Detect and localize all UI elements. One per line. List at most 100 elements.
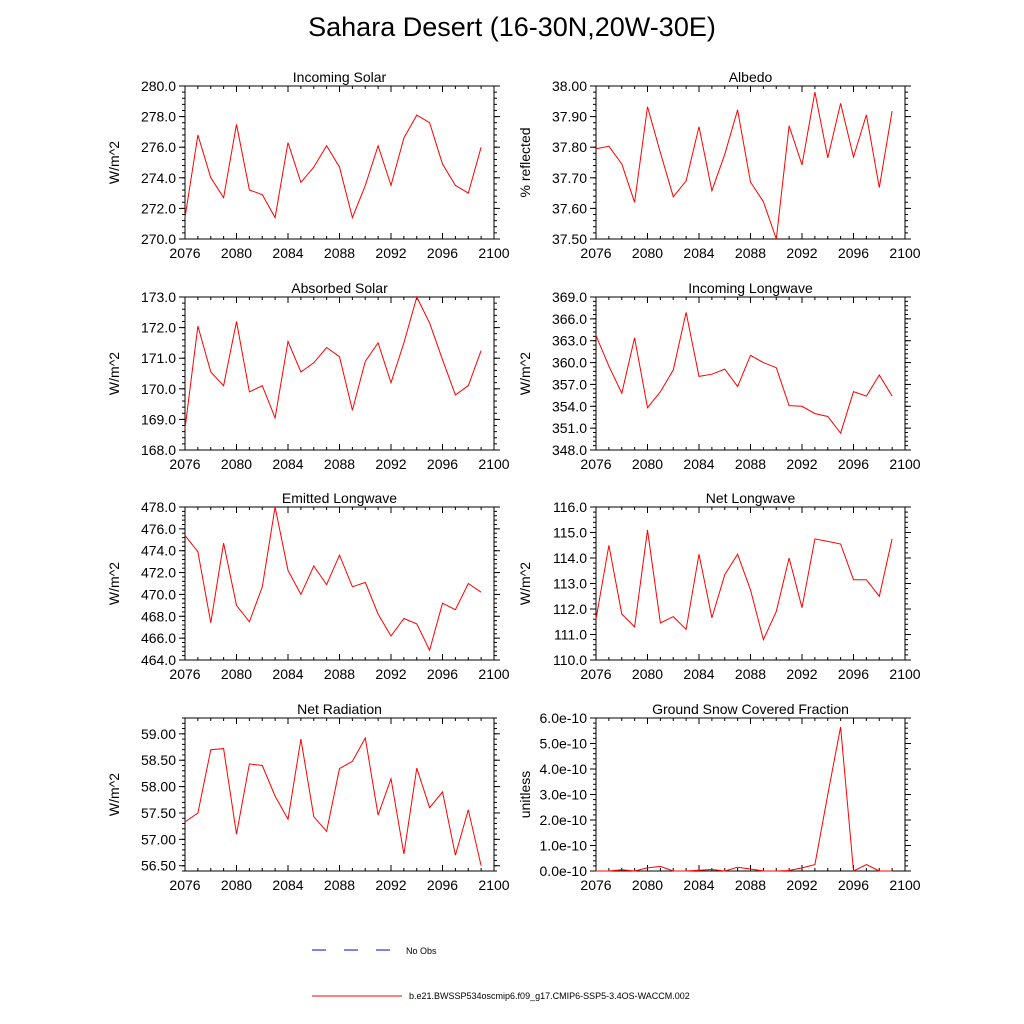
x-tick-label: 2092 — [375, 666, 406, 682]
panel-title: Net Radiation — [297, 701, 382, 717]
y-axis-label: W/m^2 — [106, 352, 122, 395]
series-line — [595, 92, 893, 240]
panel-title: Albedo — [729, 69, 773, 85]
y-tick-label: 6.0e-10 — [540, 710, 588, 726]
x-tick-label: 2092 — [375, 245, 406, 261]
x-tick-label: 2100 — [478, 245, 509, 261]
y-tick-label: 274.0 — [141, 170, 176, 186]
y-axis-label: W/m^2 — [106, 141, 122, 184]
x-tick-label: 2096 — [427, 877, 458, 893]
panel-title: Net Longwave — [706, 490, 796, 506]
y-tick-label: 111.0 — [554, 627, 587, 643]
x-tick-label: 2096 — [838, 877, 869, 893]
x-tick-label: 2084 — [272, 877, 303, 893]
panel-8: Ground Snow Covered Fraction unitless 2076… — [517, 701, 921, 893]
y-axis-label: W/m^2 — [106, 562, 122, 605]
x-tick-label: 2088 — [324, 877, 355, 893]
y-tick-label: 57.00 — [141, 831, 176, 847]
x-tick-label: 2100 — [478, 666, 509, 682]
panel-title: Incoming Solar — [293, 69, 387, 85]
x-tick-label: 2076 — [580, 666, 611, 682]
x-tick-label: 2088 — [324, 245, 355, 261]
y-tick-label: 57.50 — [141, 805, 176, 821]
x-tick-label: 2080 — [632, 245, 663, 261]
x-tick-label: 2076 — [169, 877, 200, 893]
series-line — [184, 506, 482, 652]
x-tick-label: 2096 — [838, 456, 869, 472]
series-line — [595, 529, 893, 642]
x-tick-label: 2080 — [632, 666, 663, 682]
y-tick-label: 272.0 — [141, 200, 176, 216]
series-line — [184, 295, 482, 429]
x-tick-label: 2076 — [169, 245, 200, 261]
legend-model-label: b.e21.BWSSP534oscmip6.f09_g17.CMIP6-SSP5… — [409, 991, 690, 1001]
x-tick-label: 2100 — [478, 877, 509, 893]
y-axis-label: % reflected — [517, 127, 533, 197]
y-tick-label: 115.0 — [553, 525, 587, 541]
y-tick-label: 357.0 — [552, 376, 587, 392]
y-axis-label: W/m^2 — [517, 562, 533, 605]
y-tick-label: 37.60 — [552, 200, 587, 216]
y-tick-label: 37.50 — [552, 231, 587, 247]
y-tick-label: 59.00 — [141, 726, 176, 742]
series-line — [596, 726, 893, 872]
x-tick-label: 2096 — [427, 456, 458, 472]
y-tick-label: 58.00 — [141, 779, 176, 795]
x-tick-label: 2084 — [272, 456, 303, 472]
panel-title: Ground Snow Covered Fraction — [652, 701, 849, 717]
x-tick-label: 2096 — [427, 245, 458, 261]
y-axis-label: unitless — [517, 771, 533, 818]
panel-title: Incoming Longwave — [688, 280, 813, 296]
y-tick-label: 5.0e-10 — [540, 736, 588, 752]
y-tick-label: 478.0 — [141, 499, 176, 515]
y-tick-label: 466.0 — [141, 630, 176, 646]
panel-4: Incoming Longwave W/m^2 2076 2080 2084 2088 20… — [517, 280, 921, 472]
x-tick-label: 2076 — [580, 245, 611, 261]
x-tick-label: 2092 — [786, 456, 817, 472]
x-tick-label: 2088 — [324, 666, 355, 682]
y-tick-label: 354.0 — [552, 398, 587, 414]
x-tick-label: 2080 — [221, 456, 252, 472]
y-tick-label: 116.0 — [553, 499, 587, 515]
y-tick-label: 110.0 — [553, 652, 587, 668]
x-tick-label: 2080 — [221, 666, 252, 682]
x-tick-label: 2076 — [580, 456, 611, 472]
y-tick-label: 351.0 — [552, 420, 587, 436]
x-tick-label: 2088 — [735, 456, 766, 472]
series-line — [184, 736, 482, 866]
y-tick-label: 171.0 — [141, 350, 176, 366]
y-tick-label: 468.0 — [141, 608, 176, 624]
y-tick-label: 37.80 — [552, 139, 587, 155]
figure-title: Sahara Desert (16-30N,20W-30E) — [308, 12, 716, 42]
y-tick-label: 113.0 — [553, 576, 587, 592]
y-tick-label: 3.0e-10 — [540, 787, 588, 803]
x-tick-label: 2088 — [735, 245, 766, 261]
y-tick-label: 37.70 — [552, 170, 587, 186]
x-tick-label: 2084 — [683, 666, 714, 682]
y-tick-label: 278.0 — [141, 109, 176, 125]
y-tick-label: 472.0 — [141, 565, 176, 581]
legend-obs-label: No Obs — [406, 946, 437, 956]
y-tick-label: 114.0 — [553, 550, 587, 566]
x-tick-label: 2088 — [735, 877, 766, 893]
x-tick-label: 2096 — [838, 666, 869, 682]
x-tick-label: 2100 — [889, 877, 920, 893]
x-tick-label: 2096 — [427, 666, 458, 682]
y-tick-label: 172.0 — [141, 320, 176, 336]
x-tick-label: 2092 — [786, 245, 817, 261]
y-tick-label: 470.0 — [141, 586, 176, 602]
x-tick-label: 2076 — [169, 666, 200, 682]
panel-2: Albedo % reflected 2076 2080 2084 2088 2092 209… — [517, 69, 921, 261]
y-axis-label: W/m^2 — [517, 352, 533, 395]
x-tick-label: 2096 — [838, 245, 869, 261]
panel-1: Incoming Solar W/m^2 2076 2080 2084 2088 2092 2… — [106, 69, 510, 261]
panel-title: Absorbed Solar — [291, 280, 388, 296]
x-tick-label: 2076 — [169, 456, 200, 472]
y-tick-label: 58.50 — [141, 752, 176, 768]
x-tick-label: 2100 — [889, 456, 920, 472]
y-tick-label: 1.0e-10 — [540, 838, 588, 854]
panel-title: Emitted Longwave — [282, 490, 397, 506]
x-tick-label: 2084 — [683, 245, 714, 261]
